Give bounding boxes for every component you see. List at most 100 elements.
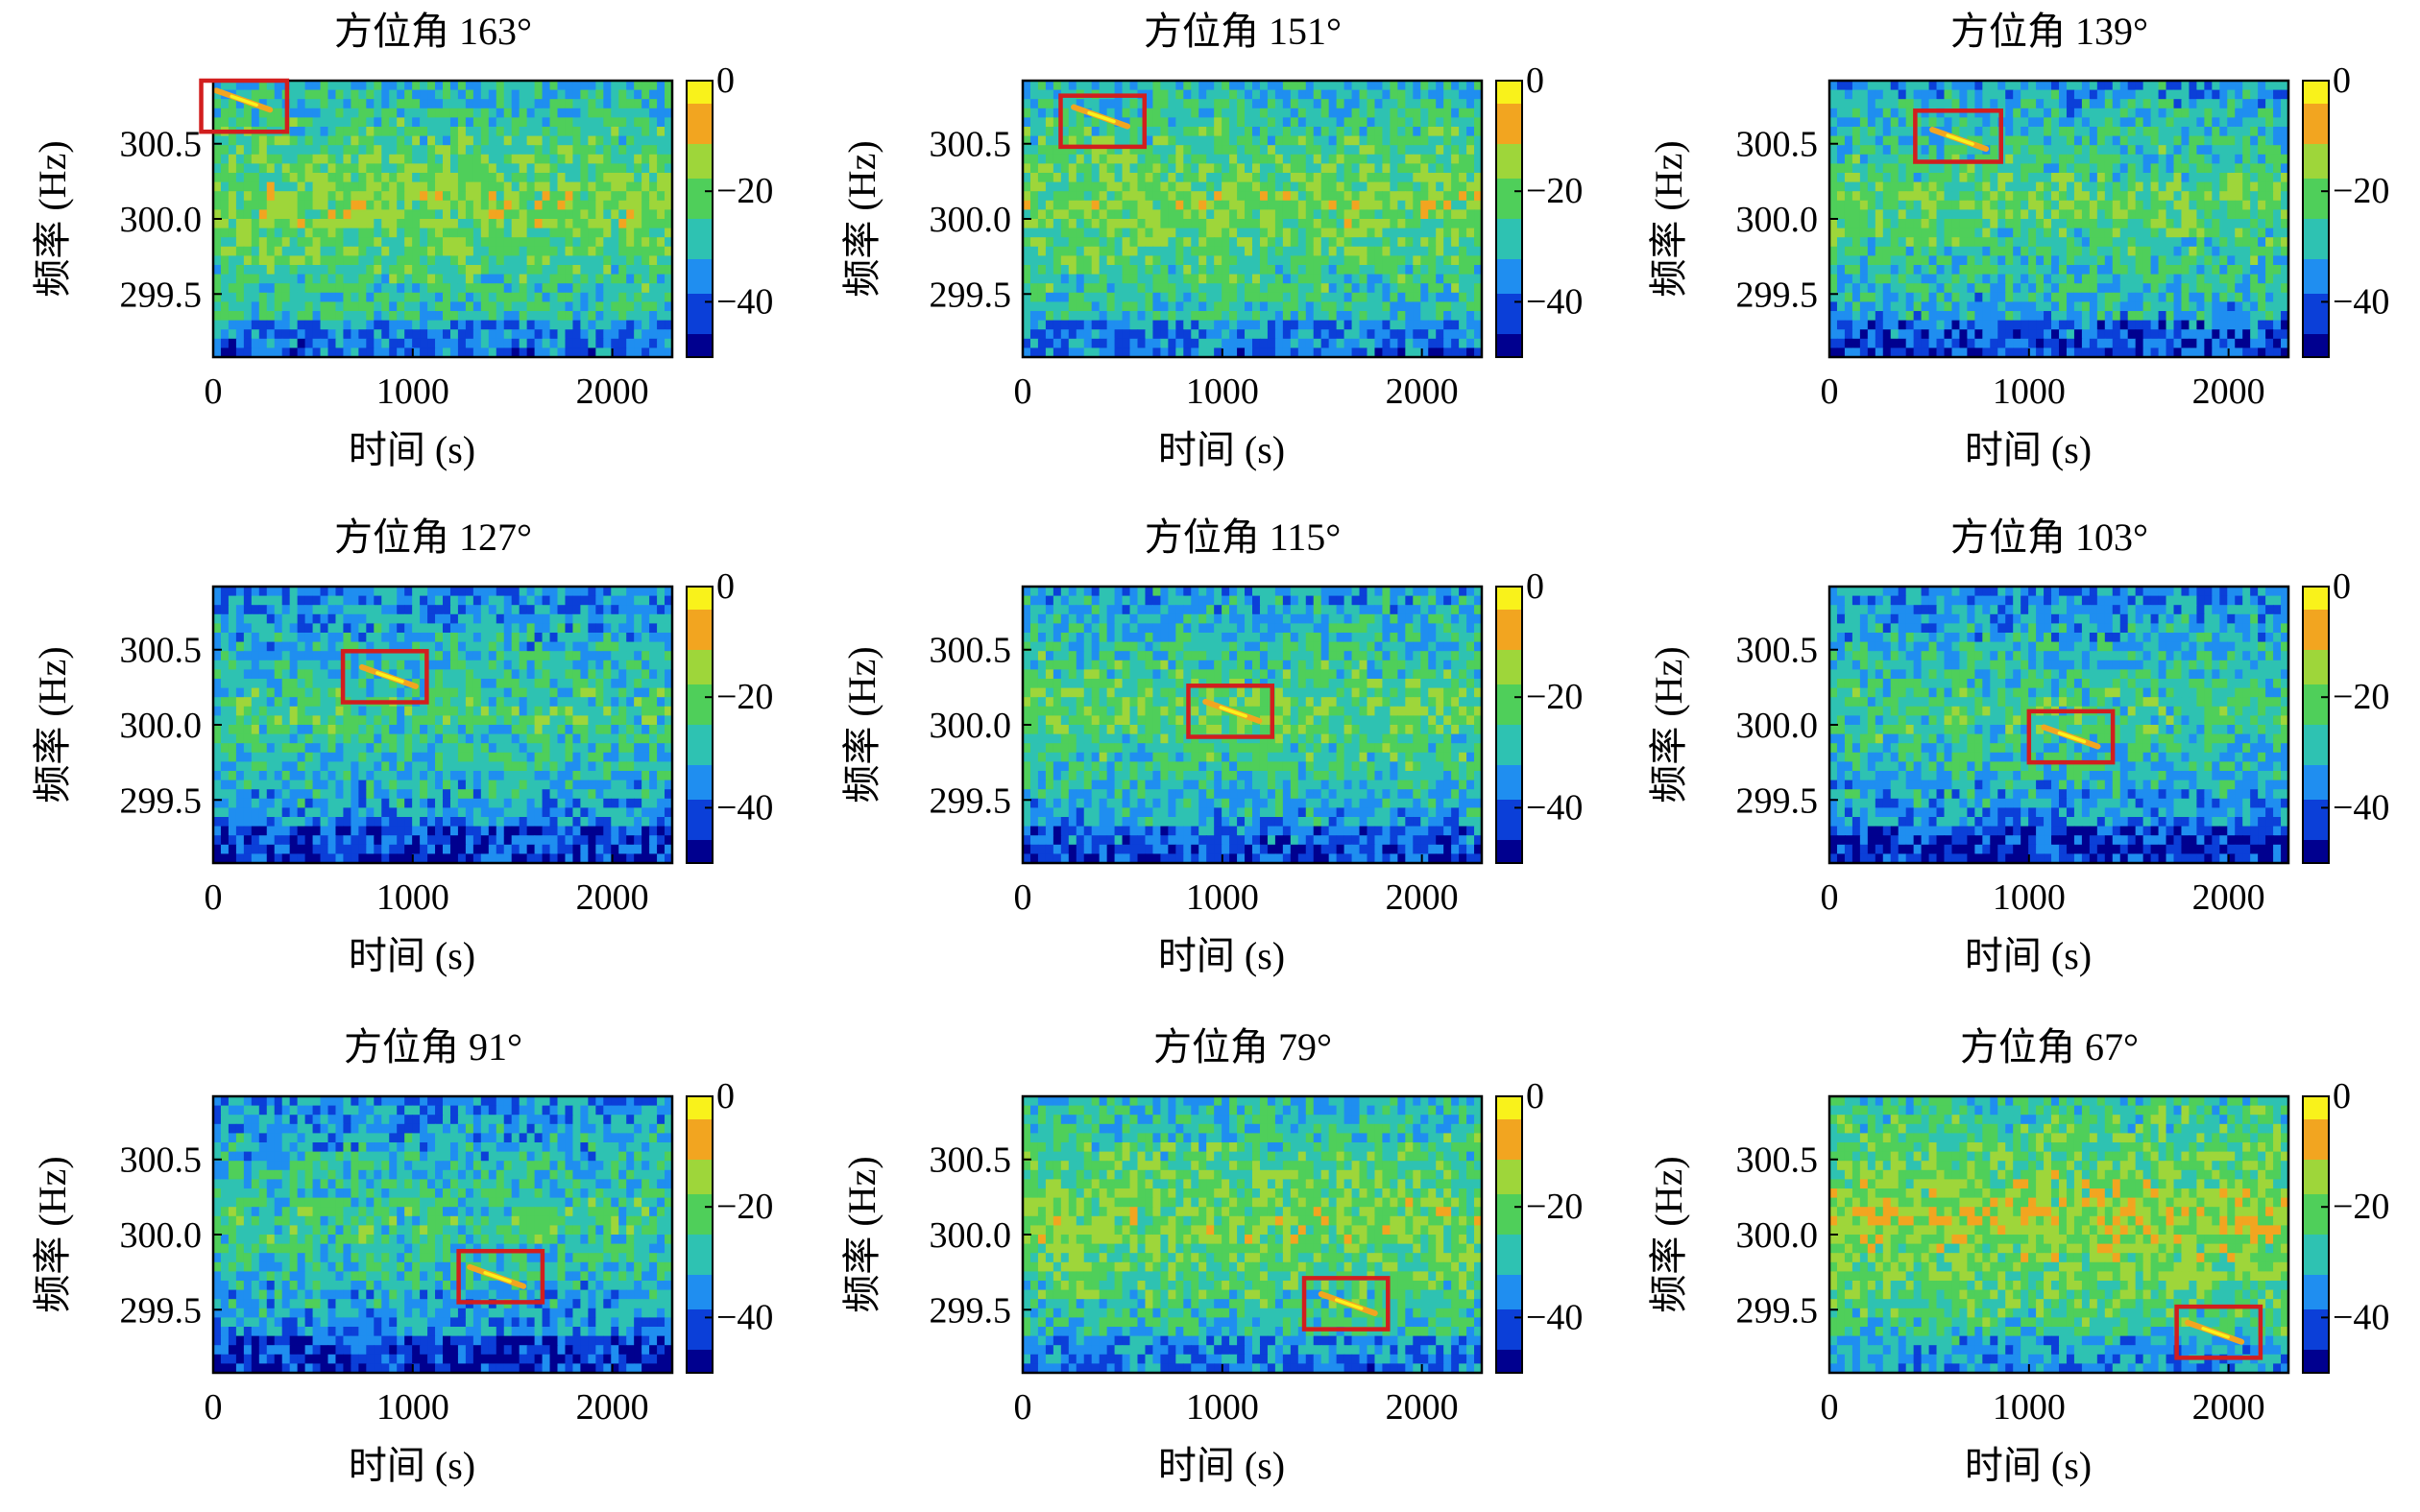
heatmap-cell <box>1061 247 1070 256</box>
heatmap-cell <box>1937 117 1946 127</box>
colorbar-segment <box>1496 132 1522 139</box>
heatmap-cell <box>2082 265 2091 275</box>
colorbar-segment <box>687 144 713 151</box>
heatmap-cell <box>305 228 314 238</box>
heatmap-cell <box>1906 247 1915 256</box>
heatmap-cell <box>626 90 635 100</box>
heatmap-cell <box>1428 237 1437 247</box>
heatmap-cell <box>481 99 490 108</box>
heatmap-cell <box>520 108 528 118</box>
heatmap-cell <box>2051 191 2060 201</box>
heatmap-cell <box>2036 163 2045 173</box>
heatmap-cell <box>244 237 253 247</box>
heatmap-cell <box>1967 127 1975 136</box>
y-tick-label: 300.0 <box>120 200 203 240</box>
heatmap-cell <box>1420 201 1429 210</box>
heatmap-cell <box>1123 99 1131 108</box>
heatmap-cell <box>2044 201 2052 210</box>
heatmap-cell <box>1451 321 1460 330</box>
heatmap-cell <box>1390 81 1398 90</box>
heatmap-cell <box>221 163 230 173</box>
heatmap-cell <box>527 201 536 210</box>
heatmap-cell <box>2059 155 2068 164</box>
heatmap-cell <box>481 108 490 118</box>
colorbar-segment <box>687 305 713 312</box>
heatmap-cell <box>1466 90 1475 100</box>
heatmap-cell <box>229 209 237 219</box>
heatmap-cell <box>1360 201 1368 210</box>
heatmap-cell <box>1860 191 1869 201</box>
heatmap-cell <box>321 127 329 136</box>
heatmap-cell <box>1084 201 1093 210</box>
heatmap-cell <box>2074 191 2083 201</box>
heatmap-cell <box>1945 99 1953 108</box>
heatmap-cell <box>1252 228 1261 238</box>
heatmap-cell <box>1990 136 1998 146</box>
heatmap-cell <box>1100 155 1108 164</box>
heatmap-cell <box>618 301 627 311</box>
heatmap-cell <box>1443 127 1452 136</box>
heatmap-cell <box>1352 301 1361 311</box>
heatmap-cell <box>588 255 596 265</box>
heatmap-cell <box>2151 255 2160 265</box>
heatmap-cell <box>2212 145 2220 155</box>
heatmap-cell <box>1198 228 1207 238</box>
colorbar-segment <box>1496 109 1522 116</box>
heatmap-cell <box>1443 108 1452 118</box>
heatmap-cell <box>1298 136 1307 146</box>
heatmap-cell <box>1374 293 1383 302</box>
heatmap-cell <box>1053 321 1062 330</box>
heatmap-cell <box>1245 237 1253 247</box>
heatmap-cell <box>1868 81 1876 90</box>
heatmap-cell <box>634 127 642 136</box>
heatmap-cell <box>1360 237 1368 247</box>
heatmap-cells <box>1023 81 1483 358</box>
heatmap-cell <box>558 201 567 210</box>
heatmap-cell <box>588 173 596 182</box>
heatmap-cell <box>435 99 444 108</box>
heatmap-cell <box>443 265 451 275</box>
heatmap-cell <box>2227 117 2236 127</box>
colorbar-segment <box>687 259 713 266</box>
heatmap-cell <box>1845 265 1853 275</box>
heatmap-cell <box>1229 228 1238 238</box>
heatmap-cell <box>1914 237 1923 247</box>
heatmap-cell <box>1922 136 1930 146</box>
heatmap-cell <box>1314 163 1322 173</box>
heatmap-cell <box>443 117 451 127</box>
heatmap-cell <box>565 145 573 155</box>
heatmap-cell <box>298 136 306 146</box>
heatmap-cell <box>2189 127 2197 136</box>
heatmap-cell <box>1314 201 1322 210</box>
heatmap-cell <box>1990 163 1998 173</box>
heatmap-cell <box>1329 182 1338 192</box>
heatmap-cell <box>2265 201 2274 210</box>
heatmap-cell <box>1990 127 1998 136</box>
heatmap-cell <box>496 117 505 127</box>
heatmap-cell <box>504 301 513 311</box>
heatmap-cell <box>2166 219 2175 228</box>
heatmap-cell <box>1367 201 1376 210</box>
heatmap-cell <box>2067 173 2075 182</box>
heatmap-cell <box>389 228 398 238</box>
heatmap-cell <box>1459 108 1467 118</box>
heatmap-cell <box>1374 136 1383 146</box>
heatmap-cell <box>313 228 322 238</box>
heatmap-cell <box>2005 191 2014 201</box>
heatmap-cell <box>1428 311 1437 321</box>
heatmap-cell <box>1283 155 1292 164</box>
heatmap-cell <box>1914 163 1923 173</box>
heatmap-cell <box>1252 311 1261 321</box>
heatmap-cell <box>1367 81 1376 90</box>
heatmap-cell <box>328 247 337 256</box>
heatmap-cell <box>1084 321 1093 330</box>
heatmap-cell <box>1198 301 1207 311</box>
heatmap-cell <box>1168 117 1176 127</box>
heatmap-cell <box>298 228 306 238</box>
heatmap-cell <box>1152 117 1161 127</box>
heatmap-cell <box>1130 191 1139 201</box>
heatmap-cell <box>1115 283 1124 293</box>
heatmap-cell <box>2235 155 2243 164</box>
heatmap-cell <box>1260 219 1269 228</box>
heatmap-cell <box>1152 265 1161 275</box>
